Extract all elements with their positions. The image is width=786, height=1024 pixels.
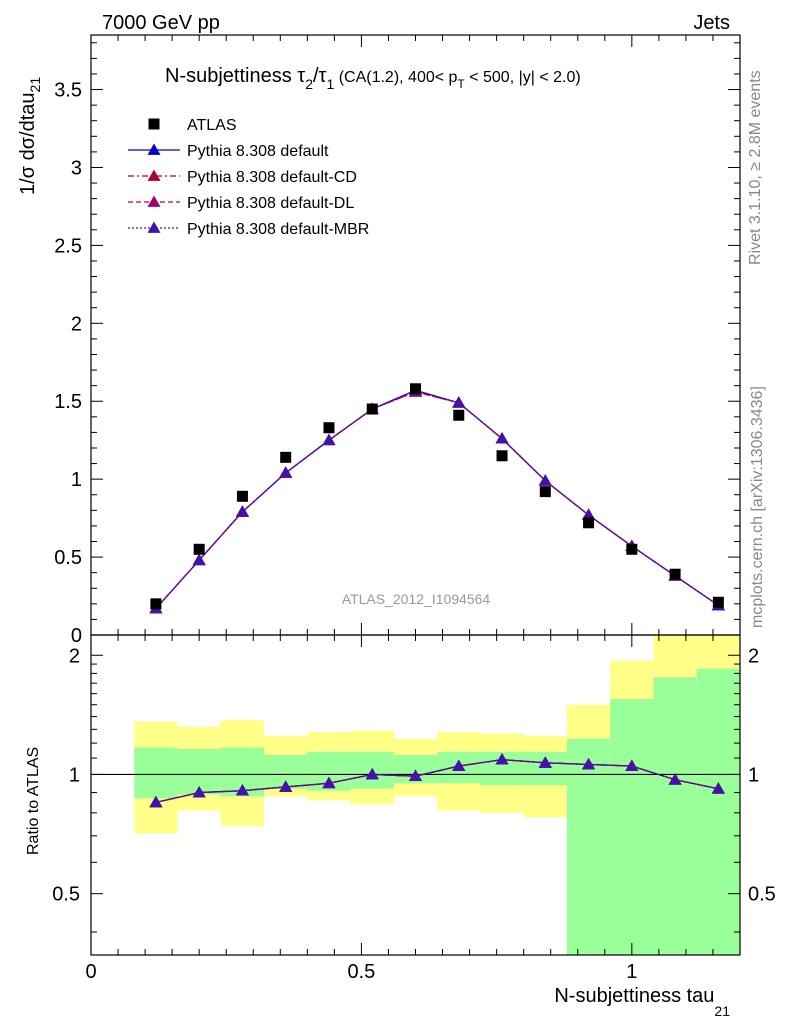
data-point xyxy=(236,490,248,502)
legend-label-dl: Pythia 8.308 default-DL xyxy=(187,195,354,212)
y-tick-label: 0 xyxy=(71,625,82,647)
ratio-point-mbr xyxy=(365,767,379,780)
ratio-tick-label-right: 2 xyxy=(748,645,759,667)
legend-marker-default xyxy=(147,143,161,155)
data-point xyxy=(453,409,465,421)
x-axis-label-sub: 21 xyxy=(714,1003,730,1019)
ratio-tick-label: 2 xyxy=(69,645,80,667)
series-point-mbr xyxy=(279,466,293,478)
data-point xyxy=(366,403,378,415)
legend-marker-dl xyxy=(147,195,161,207)
ratio-point-mbr xyxy=(235,784,249,796)
ratio-point-mbr xyxy=(452,759,466,771)
ratio-point-mbr xyxy=(495,753,509,765)
ratio-y-axis-label: Ratio to ATLAS xyxy=(25,747,42,855)
series-point-mbr xyxy=(452,396,466,408)
legend-marker-atlas xyxy=(148,118,160,130)
watermark: ATLAS_2012_I1094564 xyxy=(342,591,491,607)
data-point xyxy=(410,383,421,395)
ratio-tick-label: 1 xyxy=(69,764,80,786)
y-axis-label-main: 1/σ dσ/dtau xyxy=(17,92,39,195)
series-line-mbr xyxy=(155,389,719,609)
data-point xyxy=(539,486,551,498)
data-point xyxy=(669,568,681,580)
series-point-mbr xyxy=(192,553,206,566)
ratio-point-mbr xyxy=(711,782,725,794)
ratio-point-mbr xyxy=(322,776,336,789)
ratio-band-inner xyxy=(610,699,654,955)
title-sub2: 1 xyxy=(326,76,334,92)
title-tail: < 500, |y| < 2.0) xyxy=(465,69,581,86)
y-axis-label: 1/σ dσ/dtau21 xyxy=(17,77,43,195)
ratio-point-mbr xyxy=(149,795,163,808)
series-point-mbr xyxy=(235,505,249,517)
ratio-tick-label-right: 0.5 xyxy=(748,884,776,906)
axes: 0 0.5 100.511.522.533.50.5 0.51 12 2 xyxy=(52,34,776,983)
legend: ATLAS Pythia 8.308 default Pythia 8.308 de… xyxy=(128,117,369,238)
ratio-band-inner xyxy=(566,738,611,955)
data-point xyxy=(280,451,292,463)
ratio-point-mbr xyxy=(192,786,206,798)
series-point-mbr xyxy=(322,433,336,446)
mcplots-label: mcplots.cern.ch [arXiv:1306.3436] xyxy=(749,386,766,628)
y-tick-label: 1.5 xyxy=(54,391,82,413)
legend-label-cd: Pythia 8.308 default-CD xyxy=(187,169,357,186)
x-tick-label: 1 xyxy=(626,961,637,983)
y-tick-label: 1 xyxy=(71,469,82,491)
ratio-tick-label: 0.5 xyxy=(52,884,80,906)
x-tick-label: 0 xyxy=(85,961,96,983)
y-tick-label: 2.5 xyxy=(54,235,82,257)
ratio-point-mbr xyxy=(582,757,596,770)
data-point xyxy=(323,422,335,434)
y-tick-label: 0.5 xyxy=(54,547,82,569)
data-point xyxy=(496,450,508,462)
ratio-panel xyxy=(91,635,740,955)
data-point xyxy=(193,543,205,555)
series-line-dl xyxy=(155,391,719,609)
y-axis-label-sub: 21 xyxy=(27,77,43,93)
header-left: 7000 GeV pp xyxy=(102,12,220,34)
ratio-point-mbr xyxy=(279,780,293,792)
y-tick-label: 3 xyxy=(71,157,82,179)
main-panel xyxy=(149,383,725,614)
ratio-band-inner xyxy=(134,747,178,799)
legend-label-atlas: ATLAS xyxy=(187,117,237,134)
title-cuts-sub: T xyxy=(457,77,465,91)
x-tick-label: 0.5 xyxy=(348,961,376,983)
legend-marker-mbr xyxy=(147,221,161,233)
legend-label-default: Pythia 8.308 default xyxy=(187,143,329,160)
series-point-mbr xyxy=(582,508,596,520)
series-point-mbr xyxy=(538,474,552,486)
ratio-point-mbr xyxy=(668,773,682,785)
ratio-tick-label-right: 1 xyxy=(748,764,759,786)
y-tick-label: 2 xyxy=(71,313,82,335)
title-main: N-subjettiness τ xyxy=(165,65,305,87)
data-point xyxy=(150,598,162,610)
x-axis-label: N-subjettiness tau21 xyxy=(554,985,730,1019)
series-point-mbr xyxy=(495,432,509,444)
chart-title: N-subjettiness τ2/τ1 (CA(1.2), 400< pT <… xyxy=(165,65,581,92)
title-cuts: (CA(1.2), 400< p xyxy=(334,69,457,86)
data-point xyxy=(626,543,638,555)
ratio-point-mbr xyxy=(538,756,552,768)
data-point xyxy=(712,596,724,608)
title-slash: /τ xyxy=(313,65,327,87)
y-tick-label: 3.5 xyxy=(54,80,82,102)
ratio-band-inner xyxy=(696,668,740,955)
title-sub1: 2 xyxy=(305,76,313,92)
legend-label-mbr: Pythia 8.308 default-MBR xyxy=(187,221,369,238)
ratio-band-inner xyxy=(653,677,697,955)
header-right: Jets xyxy=(693,12,730,34)
ratio-point-mbr xyxy=(409,769,422,782)
ratio-point-mbr xyxy=(625,759,639,771)
rivet-label: Rivet 3.1.10, ≥ 2.8M events xyxy=(747,70,764,265)
ratio-line-mbr xyxy=(155,758,719,804)
x-axis-label-main: N-subjettiness tau xyxy=(554,985,714,1007)
legend-marker-cd xyxy=(147,169,161,181)
data-point xyxy=(583,517,595,529)
